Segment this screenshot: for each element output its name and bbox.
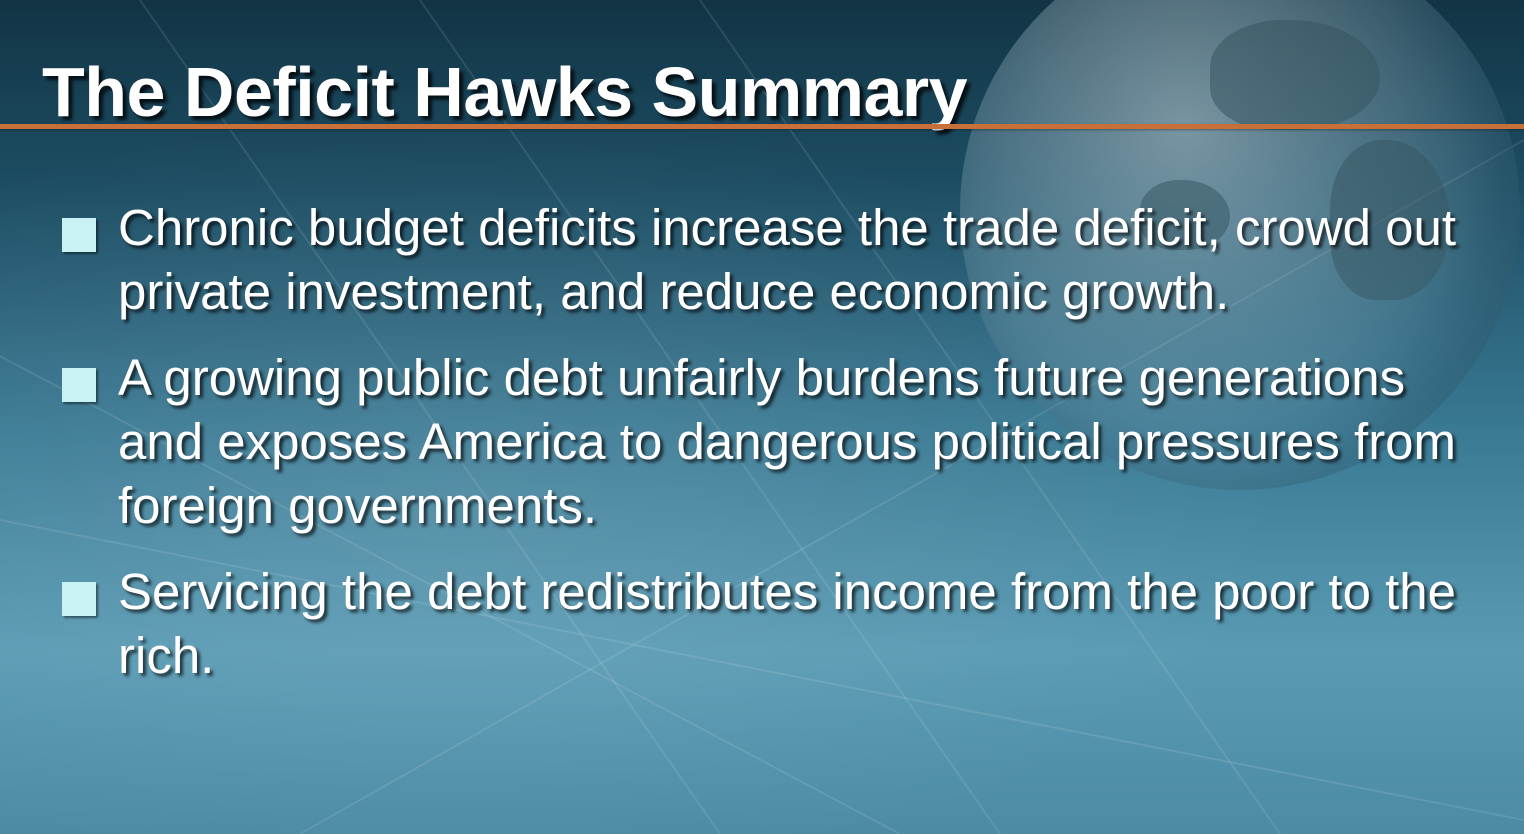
- bullet-text: Servicing the debt redistributes income …: [118, 563, 1457, 684]
- title-underline: [0, 124, 1524, 129]
- bullet-item: Servicing the debt redistributes income …: [62, 560, 1482, 688]
- square-bullet-icon: [62, 218, 96, 252]
- bullet-list: Chronic budget deficits increase the tra…: [62, 196, 1482, 710]
- bullet-text: Chronic budget deficits increase the tra…: [118, 199, 1457, 320]
- bullet-text: A growing public debt unfairly burdens f…: [118, 349, 1457, 534]
- square-bullet-icon: [62, 582, 96, 616]
- square-bullet-icon: [62, 368, 96, 402]
- globe-icon: [960, 0, 1520, 490]
- slide-title: The Deficit Hawks Summary: [42, 53, 968, 131]
- bullet-item: Chronic budget deficits increase the tra…: [62, 196, 1482, 324]
- bullet-item: A growing public debt unfairly burdens f…: [62, 346, 1482, 538]
